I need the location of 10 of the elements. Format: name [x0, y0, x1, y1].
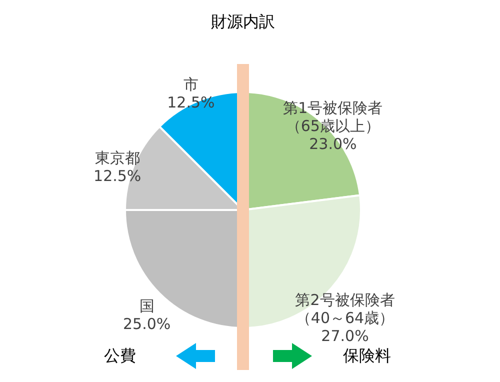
text: 保険料 [343, 346, 391, 365]
chart-title: 財源内訳 [211, 12, 275, 31]
slice-label: 国 [139, 297, 154, 316]
slice-label: 市 [183, 75, 198, 94]
text: 公費 [104, 346, 136, 365]
data-label: 12.5% [94, 166, 142, 185]
data-label: 27.0% [321, 326, 369, 345]
slice-label: 東京都 [94, 148, 140, 167]
slice-label: 第2号被保険者（40～64歳） [295, 290, 395, 327]
data-label: 25.0% [123, 315, 171, 334]
